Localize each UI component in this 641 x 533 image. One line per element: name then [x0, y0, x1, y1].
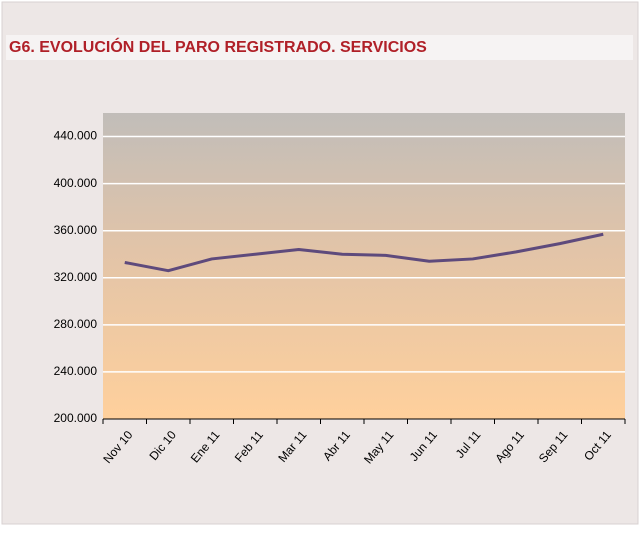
y-tick-label: 240.000	[54, 364, 98, 378]
chart-title: G6. EVOLUCIÓN DEL PARO REGISTRADO. SERVI…	[9, 37, 427, 56]
line	[124, 232, 604, 273]
y-tick-label: 200.000	[54, 411, 98, 425]
title-bar	[6, 35, 633, 60]
y-tick-label: 360.000	[54, 223, 98, 237]
y-tick-label: 400.000	[54, 176, 98, 190]
y-tick-label: 280.000	[54, 317, 98, 331]
y-tick-label: 320.000	[54, 270, 98, 284]
y-tick-label: 440.000	[54, 129, 98, 143]
